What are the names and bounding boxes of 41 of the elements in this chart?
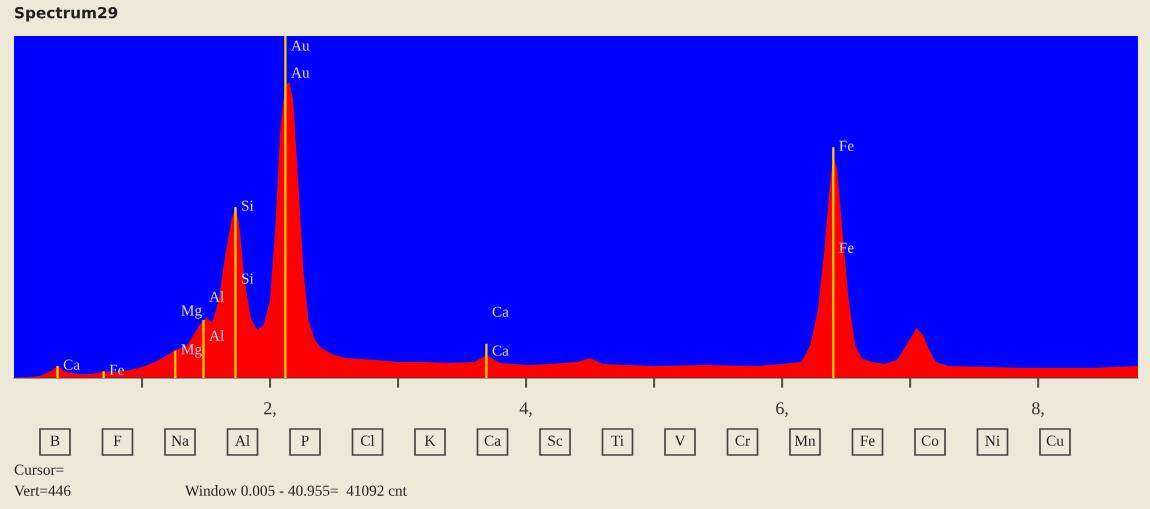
text: Ti	[611, 435, 624, 446]
annotation: Mg	[181, 344, 202, 358]
x-tick-label: 8,	[1032, 402, 1044, 417]
text: Vert=446	[14, 485, 71, 496]
text: F	[113, 435, 122, 446]
bar	[56, 366, 59, 378]
text: Window 0.005 - 40.955= 41092 cnt	[185, 485, 407, 496]
bar	[284, 36, 287, 378]
text: Cursor=	[14, 464, 64, 475]
text: Mn	[794, 435, 816, 446]
text: Ca	[484, 435, 501, 446]
text: Cu	[1046, 435, 1064, 446]
x-tick-label: 6,	[776, 402, 788, 417]
chart-title: Spectrum29	[15, 6, 118, 22]
bar	[234, 207, 237, 378]
annotation: Au	[291, 67, 310, 78]
text: Cl	[360, 435, 375, 446]
annotation: Au	[291, 40, 310, 51]
text: K	[424, 435, 436, 446]
annotation: Fe	[839, 140, 854, 151]
annotation: Si	[242, 200, 254, 211]
text: Cr	[735, 435, 750, 446]
text: Na	[171, 435, 189, 446]
annotation: Ca	[492, 345, 509, 356]
annotation: Al	[209, 330, 224, 341]
text: Sc	[548, 435, 563, 446]
text: Fe	[860, 435, 875, 446]
text: B	[50, 435, 60, 446]
text: Al	[235, 435, 250, 446]
text: Co	[921, 435, 939, 446]
text: V	[674, 435, 686, 446]
bar	[485, 343, 488, 378]
bar	[102, 371, 105, 378]
text: Ni	[985, 435, 1000, 446]
annotation: Ca	[492, 306, 509, 317]
x-tick-label: 4,	[519, 402, 532, 417]
annotation: Mg	[181, 305, 202, 319]
bar	[202, 319, 205, 378]
x-tick-label: 2,	[264, 402, 276, 417]
annotation: Ca	[63, 359, 80, 370]
text: P	[301, 435, 309, 446]
